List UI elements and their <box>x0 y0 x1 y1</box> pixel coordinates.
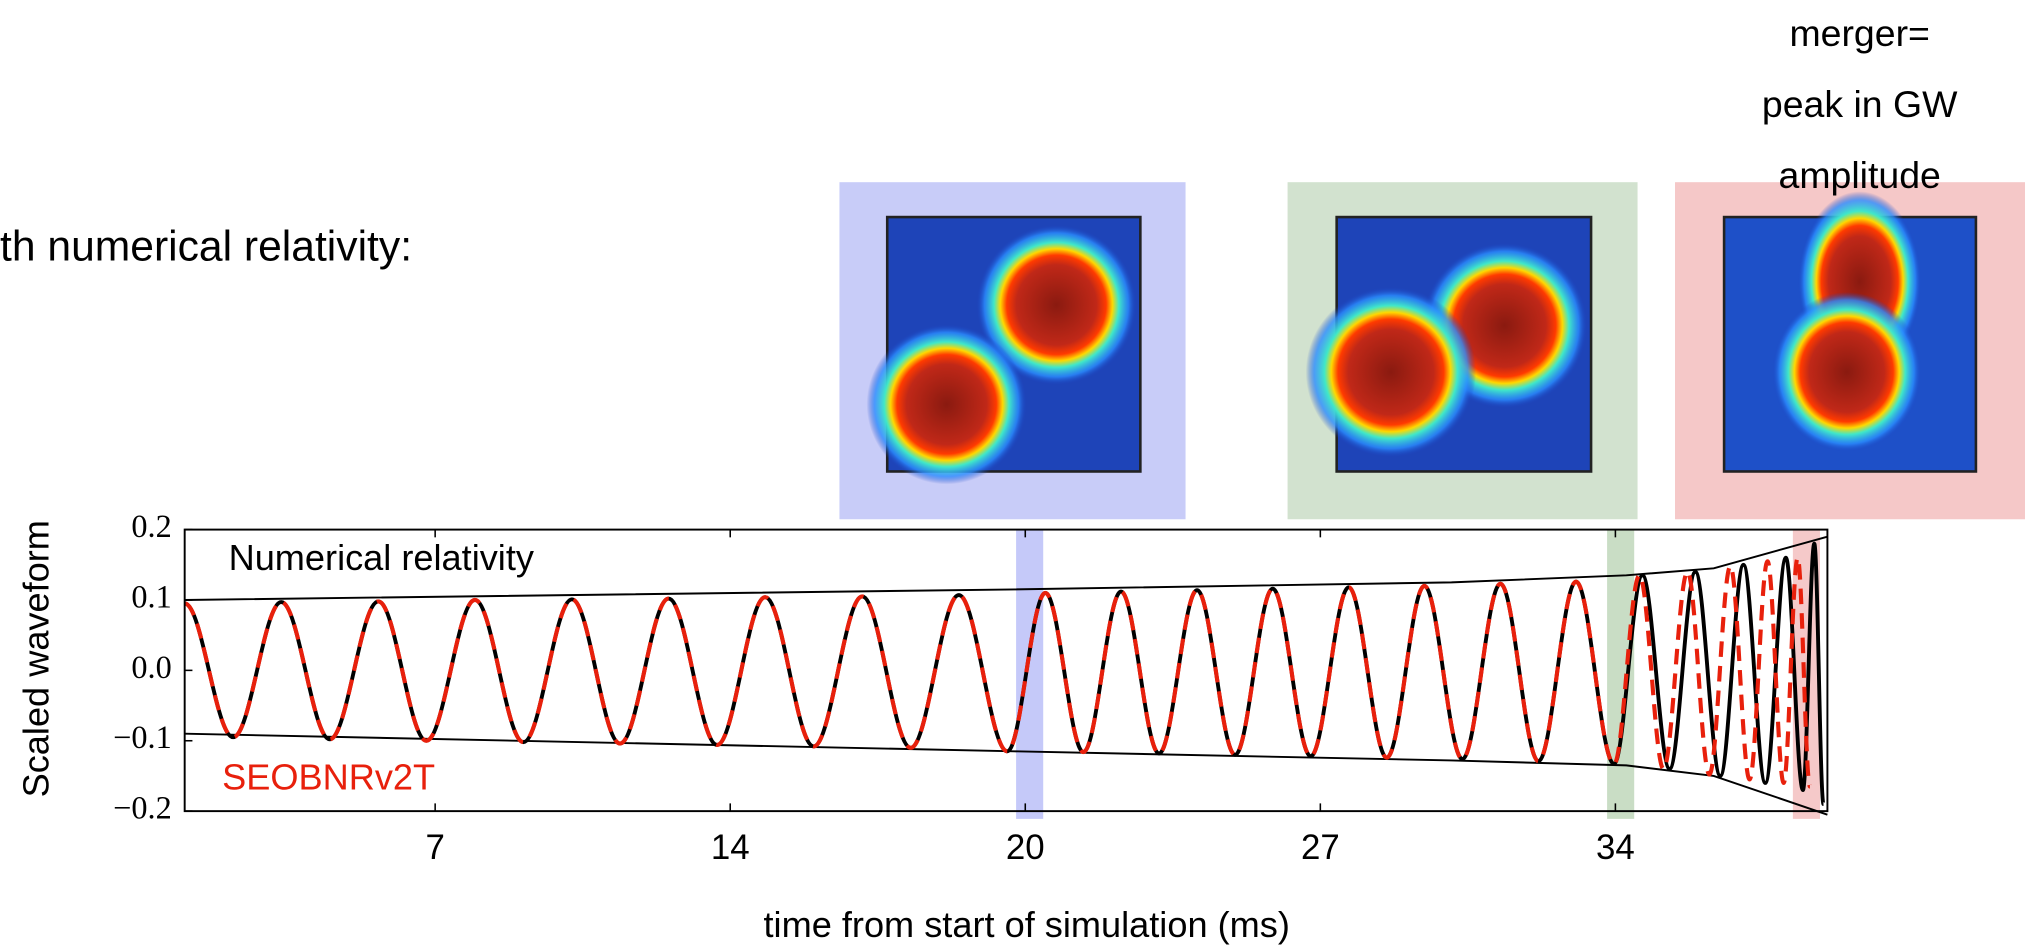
x-axis-title: time from start of simulation (ms) <box>764 904 1290 945</box>
callout-line: amplitude <box>1779 154 1941 196</box>
waveform-line <box>183 555 1812 789</box>
star <box>1305 286 1477 458</box>
highlight-band <box>1016 529 1044 819</box>
y-tick-label: 0.0 <box>131 649 171 685</box>
y-tick-label: −0.1 <box>113 719 172 755</box>
y-axis-title: Scaled waveform <box>15 520 56 797</box>
x-tick-label: 34 <box>1596 828 1635 867</box>
slide-text: th numerical relativity: <box>0 223 412 271</box>
plot: 0.2 0.1 0.0 −0.1 −0.2 7 14 20 27 34 Numerical rela… <box>113 508 1829 867</box>
highlight-band <box>1607 529 1635 819</box>
x-tick-label: 20 <box>1006 828 1045 867</box>
star <box>976 224 1137 385</box>
star <box>1771 291 1922 453</box>
snapshot <box>1305 215 1593 473</box>
x-tick-label: 27 <box>1301 828 1340 867</box>
callout-line: merger= <box>1789 12 1929 54</box>
snapshot <box>866 215 1142 485</box>
snapshot <box>1722 191 1978 473</box>
legend-label: Numerical relativity <box>229 537 534 578</box>
x-tick-label: 7 <box>425 828 444 867</box>
x-tick-label: 14 <box>711 828 750 867</box>
y-tick-label: 0.2 <box>131 508 171 544</box>
star <box>866 324 1027 485</box>
legend-label: SEOBNRv2T <box>222 757 435 798</box>
envelope-line <box>184 535 1828 601</box>
y-tick-label: −0.2 <box>113 790 172 826</box>
callout-line: peak in GW <box>1762 83 1958 125</box>
y-tick-label: 0.1 <box>131 578 171 614</box>
callout: merger= peak in GW <box>1762 12 1958 125</box>
